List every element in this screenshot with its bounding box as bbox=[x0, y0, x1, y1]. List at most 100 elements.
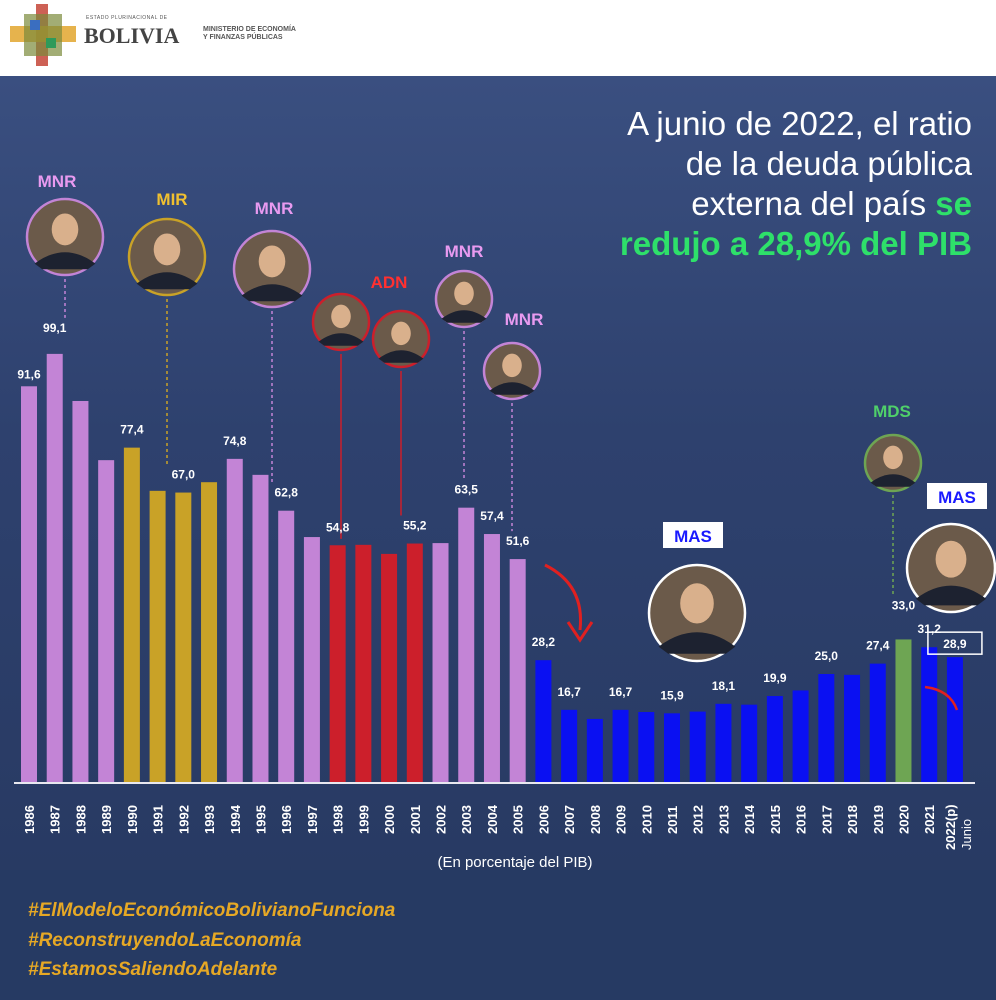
x-tick-label: 2004 bbox=[485, 804, 500, 834]
data-label: 77,4 bbox=[120, 423, 144, 437]
x-tick-label: 2009 bbox=[614, 805, 629, 834]
data-label: 15,9 bbox=[660, 688, 684, 702]
portrait-suit bbox=[241, 284, 303, 302]
portrait-suit bbox=[870, 474, 916, 487]
data-label: 27,4 bbox=[866, 639, 890, 653]
x-tick-label: 2020 bbox=[896, 805, 911, 834]
hashtag-1: #ElModeloEconómicoBolivianoFunciona bbox=[28, 900, 396, 921]
data-label: 16,7 bbox=[557, 685, 581, 699]
bar-1989 bbox=[98, 460, 115, 782]
x-tick-label: 2001 bbox=[408, 805, 423, 834]
data-label: 16,7 bbox=[609, 685, 633, 699]
decline-arrow-head-icon bbox=[566, 621, 594, 643]
headline-line1: A junio de 2022, el ratio bbox=[627, 105, 972, 142]
party-label: MAS bbox=[674, 527, 712, 546]
x-tick-label: 2008 bbox=[588, 805, 603, 834]
bar-2006 bbox=[535, 660, 552, 782]
data-label: 18,1 bbox=[712, 679, 736, 693]
estado-text: ESTADO PLURINACIONAL DE bbox=[86, 15, 168, 21]
x-tick-label: 2002 bbox=[434, 805, 449, 834]
data-label: 19,9 bbox=[763, 671, 787, 685]
bar-2011 bbox=[664, 713, 680, 782]
bar-1987 bbox=[46, 353, 63, 782]
portrait-face bbox=[153, 233, 181, 266]
headline-line4: redujo a 28,9% del PIB bbox=[619, 225, 972, 262]
bar-2017 bbox=[818, 674, 835, 782]
portrait-suit bbox=[915, 585, 987, 606]
x-tick-label: 2016 bbox=[794, 805, 809, 834]
data-label: 91,6 bbox=[17, 367, 41, 381]
header: ESTADO PLURINACIONAL DE BOLIVIA MINISTER… bbox=[0, 0, 996, 76]
hashtag-3: #EstamosSaliendoAdelante bbox=[28, 959, 278, 980]
headline-line2: de la deuda pública bbox=[685, 145, 972, 182]
x-tick-label: 1989 bbox=[99, 805, 114, 834]
x-tick-label: 1999 bbox=[356, 805, 371, 834]
data-label: 28,2 bbox=[532, 635, 556, 649]
x-tick-label: 1991 bbox=[151, 805, 166, 834]
x-tick-label: 1990 bbox=[125, 805, 140, 834]
x-tick-label: 1994 bbox=[228, 804, 243, 834]
portrait-suit bbox=[441, 310, 487, 323]
x-tick-label: 2014 bbox=[742, 804, 757, 834]
highlight-box bbox=[927, 631, 983, 655]
bolivia-wordmark: BOLIVIA bbox=[84, 23, 180, 48]
bar-2007 bbox=[561, 709, 578, 782]
ministerio-name: MINISTERIO DE ECONOMÍA Y FINANZAS PÚBLIC… bbox=[203, 26, 296, 42]
portrait-face bbox=[51, 213, 79, 246]
bar-2019 bbox=[869, 663, 886, 782]
decline-arrow-small-icon bbox=[924, 685, 959, 711]
x-tick-label: 2003 bbox=[459, 805, 474, 834]
portrait-suit bbox=[658, 632, 736, 654]
data-label: 25,0 bbox=[815, 649, 839, 663]
x-tick-label: 2013 bbox=[716, 805, 731, 834]
headline-line3-plain: externa del país bbox=[691, 185, 936, 222]
ministerio-line2: Y FINANZAS PÚBLICAS bbox=[203, 34, 283, 41]
data-label: 31,2 bbox=[918, 622, 942, 636]
x-tick-label: 2019 bbox=[871, 805, 886, 834]
bar-2000 bbox=[381, 553, 398, 782]
party-label: MAS bbox=[938, 488, 976, 507]
party-label: MNR bbox=[38, 172, 77, 191]
data-label: 74,8 bbox=[223, 434, 247, 448]
portrait-suit bbox=[318, 333, 364, 346]
bar-2001 bbox=[406, 543, 423, 782]
party-label-box bbox=[927, 483, 987, 509]
portrait-face bbox=[454, 281, 474, 306]
portrait-suit bbox=[136, 272, 198, 290]
bar-2009 bbox=[612, 709, 629, 782]
x-tick-label: 1993 bbox=[202, 805, 217, 834]
bar-1997 bbox=[303, 537, 320, 782]
portrait-suit bbox=[34, 252, 96, 270]
data-label: 57,4 bbox=[480, 509, 504, 523]
bar-2014 bbox=[741, 704, 758, 782]
bar-2004 bbox=[483, 534, 500, 782]
data-label: 63,5 bbox=[455, 483, 479, 497]
party-label: MIR bbox=[156, 190, 187, 209]
x-tick-label: 1992 bbox=[176, 805, 191, 834]
headline-line3: externa del país se bbox=[620, 184, 972, 224]
x-tick-label: 2018 bbox=[845, 805, 860, 834]
data-label: 62,8 bbox=[275, 486, 299, 500]
portrait-face bbox=[391, 321, 411, 346]
x-tick-label: 2015 bbox=[768, 805, 783, 834]
x-tick-label: 2010 bbox=[639, 805, 654, 834]
x-tick-label: 1998 bbox=[331, 805, 346, 834]
data-label: 67,0 bbox=[172, 468, 196, 482]
x-tick-label: 2006 bbox=[536, 805, 551, 834]
data-label: 51,6 bbox=[506, 534, 530, 548]
bar-2015 bbox=[766, 696, 783, 782]
bar-1993 bbox=[201, 482, 218, 782]
portrait-face bbox=[331, 304, 351, 329]
bar-2010 bbox=[638, 712, 655, 782]
x-tick-label: 2005 bbox=[511, 805, 526, 834]
bar-2005 bbox=[509, 559, 526, 782]
x-tick-note: Junio bbox=[959, 819, 974, 850]
data-label: 33,0 bbox=[892, 598, 916, 612]
bar-1986 bbox=[21, 386, 37, 782]
x-tick-label: 2012 bbox=[691, 805, 706, 834]
data-label: 28,9 bbox=[943, 637, 967, 651]
portrait-face bbox=[883, 445, 903, 470]
x-tick-label: 1987 bbox=[48, 805, 63, 834]
x-axis-title: (En porcentaje del PIB) bbox=[437, 854, 592, 870]
ministerio-line1: MINISTERIO DE ECONOMÍA bbox=[203, 26, 296, 33]
